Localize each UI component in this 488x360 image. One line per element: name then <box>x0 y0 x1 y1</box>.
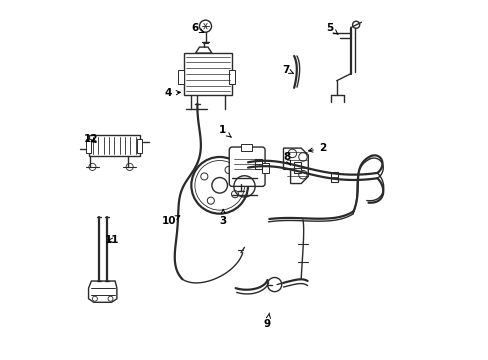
Bar <box>137 139 142 153</box>
Text: 1: 1 <box>219 125 231 137</box>
Bar <box>255 159 262 169</box>
Text: 11: 11 <box>104 235 119 245</box>
Bar <box>241 144 251 151</box>
Bar <box>184 53 232 95</box>
Bar <box>178 70 183 84</box>
Text: 12: 12 <box>84 134 99 144</box>
FancyBboxPatch shape <box>229 147 264 186</box>
Text: 8: 8 <box>283 152 290 165</box>
Bar <box>88 135 140 156</box>
Text: 4: 4 <box>164 88 180 98</box>
Bar <box>293 162 301 173</box>
Text: 6: 6 <box>191 23 203 33</box>
Text: 9: 9 <box>264 313 270 329</box>
Bar <box>331 172 338 183</box>
Text: 2: 2 <box>308 143 325 153</box>
Bar <box>261 163 269 173</box>
Text: 10: 10 <box>162 216 180 226</box>
Text: 3: 3 <box>219 210 226 226</box>
Bar <box>229 70 234 84</box>
Text: 7: 7 <box>282 65 293 75</box>
Bar <box>85 139 90 153</box>
Text: 5: 5 <box>325 23 338 35</box>
